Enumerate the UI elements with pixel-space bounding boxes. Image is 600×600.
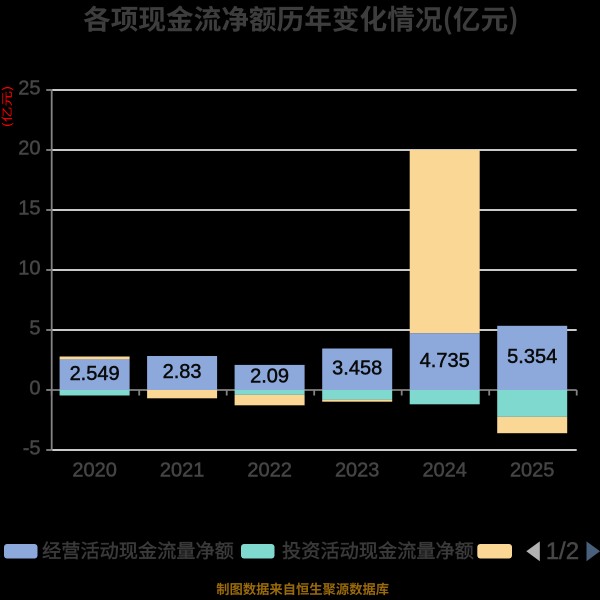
- svg-text:3.458: 3.458: [332, 357, 382, 379]
- svg-text:2025: 2025: [510, 459, 555, 481]
- svg-text:5.354: 5.354: [507, 346, 557, 368]
- svg-text:2.09: 2.09: [250, 366, 289, 388]
- svg-text:2024: 2024: [422, 459, 467, 481]
- svg-text:15: 15: [18, 198, 40, 220]
- svg-text:2021: 2021: [160, 459, 205, 481]
- svg-text:2.549: 2.549: [70, 363, 120, 385]
- svg-text:1/2: 1/2: [546, 538, 579, 565]
- svg-text:-5: -5: [23, 438, 41, 460]
- svg-text:0: 0: [29, 378, 40, 400]
- svg-text:25: 25: [18, 78, 40, 100]
- svg-text:4.735: 4.735: [420, 350, 470, 372]
- svg-text:2.83: 2.83: [163, 361, 202, 383]
- svg-text:5: 5: [29, 318, 40, 340]
- svg-text:2023: 2023: [335, 459, 380, 481]
- svg-text:2022: 2022: [247, 459, 292, 481]
- svg-text:10: 10: [18, 258, 40, 280]
- svg-text:2020: 2020: [72, 459, 117, 481]
- svg-text:20: 20: [18, 138, 40, 160]
